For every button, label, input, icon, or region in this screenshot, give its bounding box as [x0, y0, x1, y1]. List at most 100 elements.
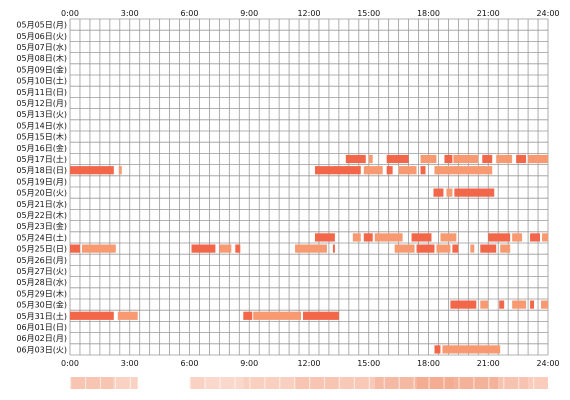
activity-segment — [434, 345, 441, 354]
density-segment — [295, 377, 339, 389]
row-label: 05月11日(日) — [16, 88, 67, 97]
x-tick-label-top: 0:00 — [61, 9, 79, 18]
activity-segment — [496, 154, 513, 164]
x-tick-label-top: 24:00 — [536, 9, 559, 18]
row-label: 05月31日(土) — [16, 311, 67, 321]
activity-segment — [243, 311, 253, 320]
activity-segment — [434, 166, 493, 175]
density-texture — [413, 377, 415, 389]
x-tick-label-bottom: 18:00 — [417, 359, 440, 368]
row-label: 05月13日(火) — [16, 110, 67, 119]
row-label: 05月05日(月) — [16, 21, 67, 30]
activity-segment — [303, 311, 339, 320]
density-texture — [189, 377, 191, 389]
density-texture — [338, 377, 341, 389]
x-tick-label-top: 18:00 — [417, 9, 440, 18]
density-texture — [70, 377, 72, 389]
row-label: 05月07日(水) — [16, 42, 67, 52]
row-label: 05月09日(金) — [16, 64, 67, 74]
density-texture — [518, 377, 520, 389]
density-segment — [243, 377, 296, 389]
row-label: 05月16日(金) — [16, 143, 67, 153]
activity-segment — [386, 166, 393, 175]
activity-segment — [411, 233, 432, 242]
activity-segment — [470, 244, 475, 253]
density-segment — [189, 377, 206, 389]
grid — [69, 18, 549, 356]
density-segment — [528, 377, 548, 389]
x-tick-label-top: 3:00 — [121, 9, 139, 18]
activity-segment — [420, 166, 426, 175]
density-segment — [70, 377, 114, 389]
activity-segment — [314, 166, 361, 175]
density-segment — [416, 377, 455, 389]
x-tick-label-top: 15:00 — [357, 9, 380, 18]
density-texture — [398, 377, 400, 389]
density-segment — [374, 377, 417, 389]
activity-segment — [332, 244, 335, 253]
density-texture — [234, 377, 236, 389]
row-label: 05月20日(火) — [16, 189, 67, 198]
activity-segment — [512, 233, 523, 242]
x-tick-label-bottom: 6:00 — [181, 359, 199, 368]
activity-segment — [118, 166, 122, 175]
density-texture — [294, 377, 296, 389]
row-label: 06月02日(月) — [16, 334, 67, 343]
density-texture — [323, 377, 326, 389]
activity-segment — [235, 244, 241, 253]
activity-segment — [345, 154, 366, 164]
activity-segment — [374, 233, 403, 242]
activity-segment — [368, 154, 373, 164]
row-label: 05月22日(木) — [16, 210, 67, 220]
activity-segment — [480, 244, 497, 253]
activity-segment — [352, 233, 361, 242]
x-tick-label-bottom: 24:00 — [536, 359, 559, 368]
activity-segment — [81, 244, 116, 253]
density-segment — [338, 377, 375, 389]
x-tick-label-top: 12:00 — [297, 9, 320, 18]
row-label: 05月14日(水) — [16, 120, 67, 130]
row-label: 05月19日(月) — [16, 177, 67, 186]
activity-segment — [542, 233, 548, 242]
x-axis-top: 0:00 3:00 6:00 9:00 12:00 15:00 18:00 21:00 24:0… — [61, 9, 560, 18]
density-texture — [353, 377, 356, 389]
row-label: 05月24日(土) — [16, 232, 67, 242]
row-label: 05月12日(月) — [16, 99, 67, 108]
x-tick-label-bottom: 3:00 — [121, 359, 139, 368]
x-axis-bottom: 0:00 3:00 6:00 9:00 12:00 15:00 18:00 21:00 24:0… — [61, 359, 560, 368]
density-texture — [443, 377, 445, 389]
density-texture — [264, 377, 266, 389]
activity-segment — [454, 188, 495, 197]
row-label: 05月18日(日) — [16, 166, 67, 175]
activity-segment — [512, 300, 527, 309]
activity-segment — [450, 300, 477, 309]
activity-segment — [191, 244, 216, 253]
activity-segment — [386, 154, 409, 164]
activity-bars — [70, 154, 548, 354]
density-texture — [204, 377, 206, 389]
x-tick-label-bottom: 12:00 — [297, 359, 320, 368]
density-segment — [113, 377, 138, 389]
density-texture — [99, 377, 102, 389]
activity-segment — [488, 233, 511, 242]
density-segment — [454, 377, 499, 389]
row-label: 05月25日(日) — [16, 245, 67, 254]
activity-segment — [420, 154, 437, 164]
density-texture — [368, 377, 370, 389]
activity-segment — [436, 244, 451, 253]
density-texture — [473, 377, 475, 389]
activity-segment — [500, 244, 511, 253]
row-label: 06月01日(日) — [16, 323, 67, 332]
activity-segment — [219, 244, 232, 253]
row-label: 05月06日(火) — [16, 32, 67, 41]
row-label: 05月23日(金) — [16, 221, 67, 231]
density-texture — [428, 377, 430, 389]
x-tick-label-top: 9:00 — [240, 9, 258, 18]
row-label: 05月17日(土) — [16, 154, 67, 164]
activity-segment — [516, 154, 527, 164]
activity-segment — [440, 233, 457, 242]
x-tick-label-bottom: 0:00 — [61, 359, 79, 368]
row-label: 05月26日(月) — [16, 256, 67, 265]
row-label: 06月03日(火) — [16, 345, 67, 354]
